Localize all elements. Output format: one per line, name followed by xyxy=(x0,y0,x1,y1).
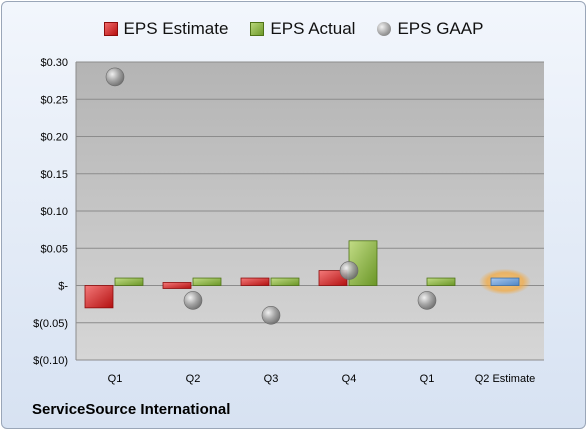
bar-q2-estimate xyxy=(490,277,520,286)
legend-swatch-estimate xyxy=(103,22,118,36)
bar-eps-actual xyxy=(114,277,144,286)
point-eps-gaap xyxy=(339,261,359,280)
y-tick-label: $- xyxy=(58,281,68,293)
x-tick-label: Q4 xyxy=(342,373,357,385)
point-eps-gaap xyxy=(417,291,437,310)
bar-eps-estimate xyxy=(240,277,270,286)
bar-eps-actual xyxy=(270,277,300,286)
bar-eps-estimate xyxy=(162,282,192,289)
gridlines xyxy=(76,61,544,361)
x-tick-label: Q2 Estimate xyxy=(475,373,536,385)
point-eps-gaap xyxy=(183,291,203,310)
y-axis: $0.30 $0.25 $0.20 $0.15 $0.10 $0.05 $- $(0.05) $… xyxy=(33,57,77,367)
y-tick-label: $0.10 xyxy=(40,206,68,218)
company-name: ServiceSource International xyxy=(32,401,231,418)
legend-label-gaap: EPS GAAP xyxy=(397,19,484,38)
bar-eps-estimate xyxy=(84,285,114,309)
y-tick-label: $0.20 xyxy=(40,132,68,144)
x-axis: Q1 Q2 Q3 Q4 Q1 Q2 Estimate xyxy=(108,373,536,385)
y-tick-label: $0.15 xyxy=(40,169,68,181)
legend-item-estimate: EPS Estimate xyxy=(103,16,229,42)
legend-swatch-actual xyxy=(250,22,265,36)
x-tick-label: Q2 xyxy=(186,373,201,385)
x-tick-label: Q1 xyxy=(108,373,123,385)
legend-label-actual: EPS Actual xyxy=(270,19,356,38)
legend-label-estimate: EPS Estimate xyxy=(123,19,229,38)
bar-eps-actual xyxy=(426,277,456,286)
y-tick-label: $0.25 xyxy=(40,94,68,106)
chart-marks xyxy=(84,67,531,325)
y-tick-label: $0.30 xyxy=(40,57,68,69)
bar-eps-actual xyxy=(192,277,222,286)
legend-item-gaap: EPS GAAP xyxy=(377,16,483,42)
x-tick-label: Q1 xyxy=(420,373,435,385)
legend: EPS Estimate EPS Actual EPS GAAP xyxy=(0,16,587,42)
point-eps-gaap xyxy=(261,305,281,325)
y-tick-label: $(0.05) xyxy=(33,318,68,330)
x-tick-label: Q3 xyxy=(264,373,279,385)
legend-swatch-gaap xyxy=(377,22,392,36)
point-eps-gaap xyxy=(105,67,125,87)
legend-item-actual: EPS Actual xyxy=(250,16,355,42)
y-tick-label: $(0.10) xyxy=(33,355,68,367)
y-tick-label: $0.05 xyxy=(40,243,68,255)
